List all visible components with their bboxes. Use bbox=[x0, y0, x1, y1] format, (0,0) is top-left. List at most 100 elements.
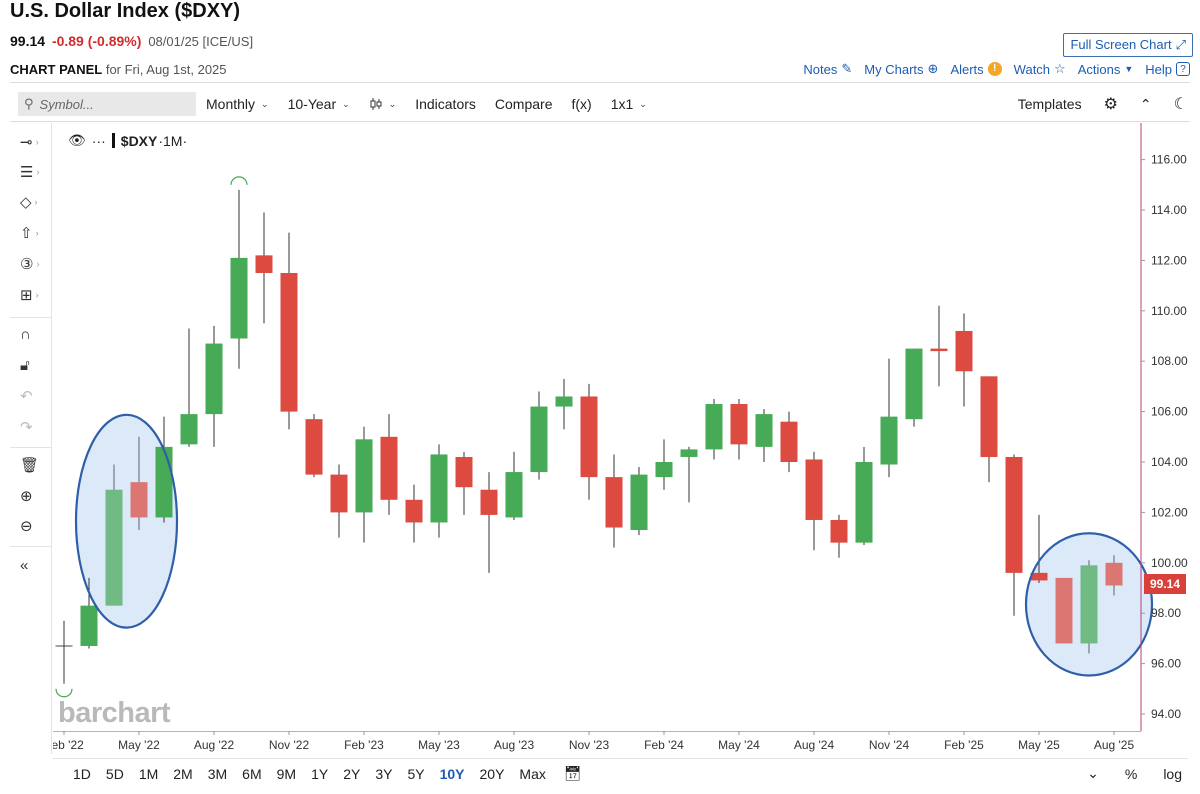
range-button-1d[interactable]: 1D bbox=[73, 765, 91, 782]
candle[interactable] bbox=[880, 358, 898, 478]
gear-icon[interactable]: ⚙ bbox=[1103, 96, 1118, 113]
candle[interactable] bbox=[180, 328, 198, 447]
candle[interactable] bbox=[755, 409, 773, 462]
candle[interactable] bbox=[255, 212, 273, 324]
candle[interactable] bbox=[730, 399, 748, 460]
fib-tool[interactable]: ☰ › bbox=[20, 161, 48, 183]
candle[interactable] bbox=[605, 454, 623, 548]
candle[interactable] bbox=[505, 451, 523, 520]
log-toggle[interactable]: log bbox=[1163, 765, 1182, 782]
candle[interactable] bbox=[830, 514, 848, 558]
candle[interactable] bbox=[305, 414, 323, 478]
interval-label: Monthly bbox=[206, 96, 256, 112]
candle[interactable] bbox=[805, 451, 823, 551]
redo-button[interactable]: ↷ bbox=[20, 416, 48, 438]
range-button-9m[interactable]: 9M bbox=[276, 765, 297, 782]
candle[interactable] bbox=[455, 451, 473, 515]
range-button-20y[interactable]: 20Y bbox=[479, 765, 505, 782]
collapse-up-icon[interactable]: ⌃ bbox=[1139, 95, 1152, 112]
candle[interactable] bbox=[1105, 555, 1123, 596]
candle[interactable] bbox=[405, 484, 423, 543]
candle[interactable] bbox=[555, 378, 573, 430]
price-chart[interactable]: 94.00 96.00 98.00 100.00 102.00 104.00 106.00 1… bbox=[0, 0, 1200, 760]
arrow-tool[interactable]: ⇧ › bbox=[20, 222, 48, 244]
candle[interactable] bbox=[580, 383, 598, 500]
candle[interactable] bbox=[355, 426, 373, 543]
measure-tool[interactable]: ⊞ › bbox=[20, 284, 48, 306]
delete-button[interactable]: 🗑︎ bbox=[20, 454, 48, 476]
range-button-5d[interactable]: 5D bbox=[105, 765, 124, 782]
collapse-down-icon[interactable]: ⌄ bbox=[1087, 765, 1099, 781]
magnet-tool[interactable]: ∩ bbox=[20, 323, 48, 345]
shape-tool[interactable]: ◇ › bbox=[20, 191, 48, 213]
count-tool[interactable]: ③ › bbox=[20, 253, 48, 275]
candle[interactable] bbox=[280, 232, 298, 430]
collapse-toolbar-button[interactable]: « bbox=[20, 554, 48, 576]
candle[interactable] bbox=[380, 414, 398, 515]
range-select[interactable]: 10-Year ⌄ bbox=[288, 96, 350, 112]
actions-menu[interactable]: Actions ▼ bbox=[1078, 62, 1134, 77]
full-screen-button[interactable]: Full Screen Chart ⤢ bbox=[1063, 33, 1193, 57]
candle[interactable] bbox=[330, 464, 348, 538]
zoom-in-icon: ⊕ bbox=[20, 488, 33, 505]
undo-button[interactable]: ↶ bbox=[20, 385, 48, 407]
alerts-link[interactable]: Alerts! bbox=[950, 62, 1002, 77]
candle[interactable] bbox=[55, 620, 73, 684]
my-charts-link[interactable]: My Charts ⊕ bbox=[864, 61, 938, 77]
symbol-search-input[interactable]: ⚲ Symbol... bbox=[18, 92, 196, 116]
compare-button[interactable]: Compare bbox=[495, 96, 553, 112]
watch-link[interactable]: Watch ☆ bbox=[1014, 61, 1066, 77]
range-button-3y[interactable]: 3Y bbox=[375, 765, 393, 782]
range-button-2m[interactable]: 2M bbox=[173, 765, 193, 782]
y-tick-label: 112.00 bbox=[1151, 253, 1187, 267]
dark-mode-icon[interactable]: ☾ bbox=[1173, 96, 1188, 113]
candle-body bbox=[780, 421, 798, 462]
candle[interactable] bbox=[230, 189, 248, 369]
candle[interactable] bbox=[930, 305, 948, 387]
range-button-1m[interactable]: 1M bbox=[138, 765, 159, 782]
eye-icon[interactable]: 👁︎ bbox=[68, 132, 86, 148]
range-button-6m[interactable]: 6M bbox=[242, 765, 262, 782]
range-button-2y[interactable]: 2Y bbox=[343, 765, 361, 782]
candle[interactable] bbox=[905, 348, 923, 427]
fx-button[interactable]: f(x) bbox=[572, 96, 592, 112]
calendar-icon[interactable]: 📅︎ bbox=[563, 765, 582, 781]
range-button-max[interactable]: Max bbox=[519, 765, 546, 782]
candle[interactable] bbox=[855, 446, 873, 546]
candle[interactable] bbox=[430, 444, 448, 538]
indicators-button[interactable]: Indicators bbox=[415, 96, 476, 112]
candle[interactable] bbox=[205, 325, 223, 447]
zoom-out-button[interactable]: ⊖ bbox=[20, 515, 48, 537]
notes-link[interactable]: Notes ✎ bbox=[803, 61, 852, 77]
candle[interactable] bbox=[1005, 454, 1023, 616]
range-button-5y[interactable]: 5Y bbox=[407, 765, 425, 782]
candle[interactable] bbox=[780, 411, 798, 473]
interval-select[interactable]: Monthly ⌄ bbox=[206, 96, 269, 112]
candle[interactable] bbox=[655, 439, 673, 490]
zoom-in-button[interactable]: ⊕ bbox=[20, 485, 48, 507]
range-button-3m[interactable]: 3M bbox=[207, 765, 228, 782]
candle[interactable] bbox=[1030, 514, 1048, 583]
candle[interactable] bbox=[80, 577, 98, 649]
candle[interactable] bbox=[955, 313, 973, 407]
help-link[interactable]: Help? bbox=[1145, 62, 1190, 77]
percent-toggle[interactable]: % bbox=[1124, 765, 1138, 782]
line-tool[interactable]: ⊸ › bbox=[20, 131, 48, 153]
candle[interactable] bbox=[1080, 560, 1098, 654]
candle[interactable] bbox=[680, 446, 698, 503]
candle[interactable] bbox=[105, 464, 123, 606]
legend-menu-dots[interactable]: ··· bbox=[91, 132, 106, 149]
candle[interactable] bbox=[530, 391, 548, 480]
candle[interactable] bbox=[705, 399, 723, 460]
range-button-10y[interactable]: 10Y bbox=[439, 765, 465, 782]
chart-type-select[interactable]: ⌄ bbox=[369, 97, 396, 111]
candle[interactable] bbox=[130, 436, 148, 531]
layout-select[interactable]: 1x1 ⌄ bbox=[611, 96, 647, 112]
candle[interactable] bbox=[980, 376, 998, 483]
candle[interactable] bbox=[1055, 577, 1073, 644]
lock-tool[interactable]: 🔓︎ bbox=[20, 354, 48, 376]
candle[interactable] bbox=[630, 467, 648, 536]
range-button-1y[interactable]: 1Y bbox=[311, 765, 329, 782]
candle[interactable] bbox=[480, 472, 498, 573]
templates-button[interactable]: Templates bbox=[1017, 96, 1082, 112]
